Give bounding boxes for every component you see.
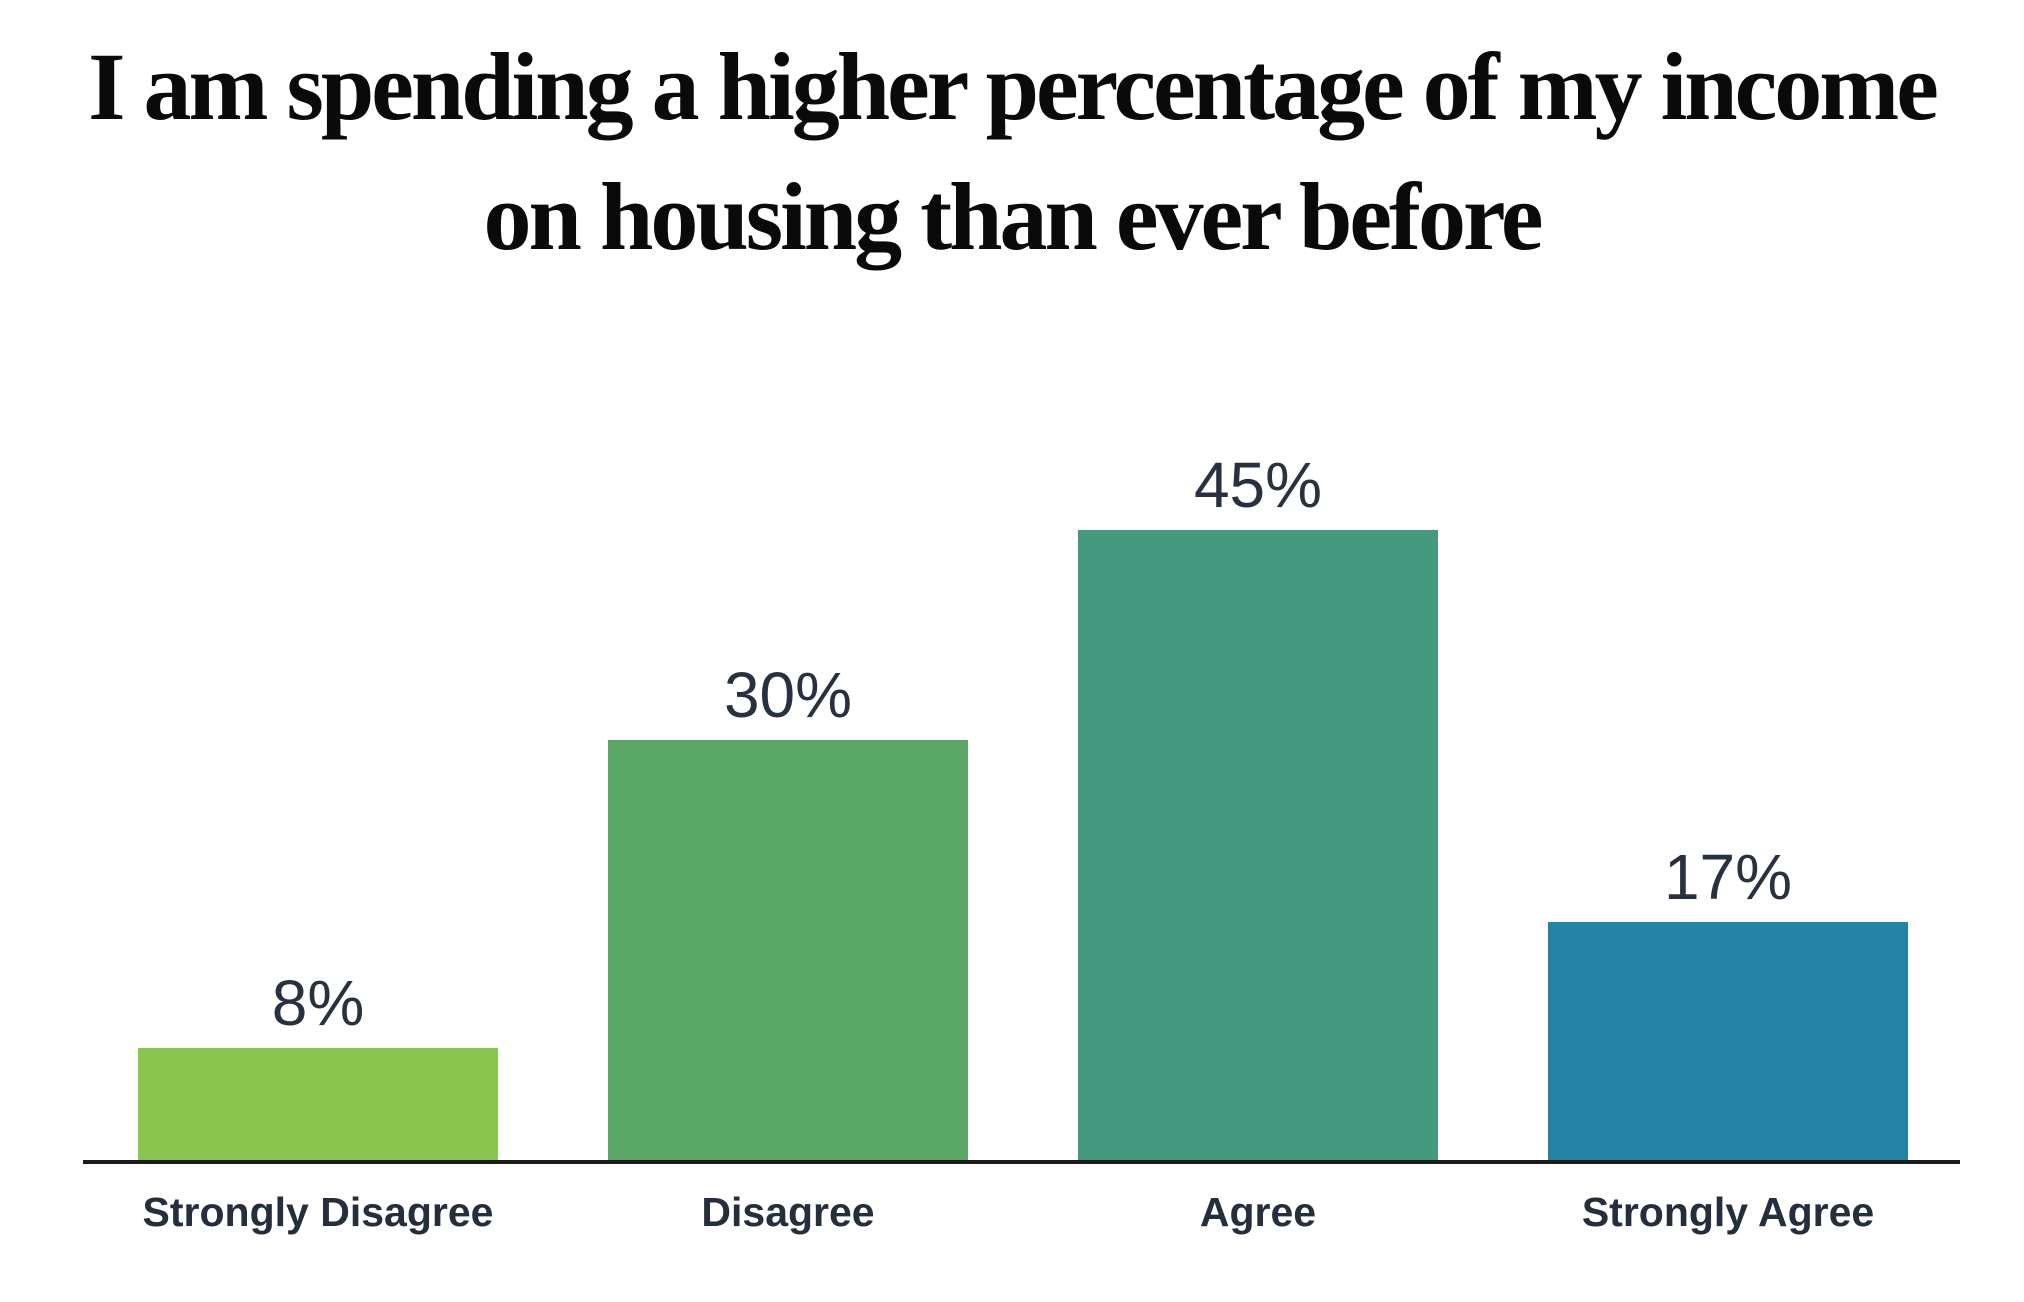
chart-title-line-1: I am spending a higher percentage of my … — [88, 33, 1939, 140]
bar-value-label-strongly-agree: 17% — [1663, 841, 1793, 913]
bar-strongly-agree — [1548, 922, 1908, 1160]
bar-group-agree: 45% — [1078, 448, 1438, 1160]
chart-title-line-2: on housing than ever before — [483, 163, 1544, 270]
chart-title: I am spending a higher percentage of my … — [0, 22, 2024, 282]
x-axis-label-strongly-disagree: Strongly Disagree — [142, 1189, 494, 1235]
x-axis-label-agree: Agree — [1199, 1189, 1317, 1235]
bar-value-label-agree: 45% — [1193, 449, 1323, 521]
bar-value-label-strongly-disagree: 8% — [271, 967, 365, 1039]
bar-group-strongly-disagree: 8% — [138, 966, 498, 1160]
bar-value-label-disagree: 30% — [723, 659, 853, 731]
bar-disagree — [608, 740, 968, 1160]
bar-group-strongly-agree: 17% — [1548, 840, 1908, 1160]
x-axis-label-disagree: Disagree — [701, 1189, 875, 1235]
x-axis-label-strongly-agree: Strongly Agree — [1581, 1189, 1875, 1235]
bar-group-disagree: 30% — [608, 658, 968, 1160]
bar-agree — [1078, 530, 1438, 1160]
bar-strongly-disagree — [138, 1048, 498, 1160]
x-axis-line — [83, 1160, 1960, 1164]
